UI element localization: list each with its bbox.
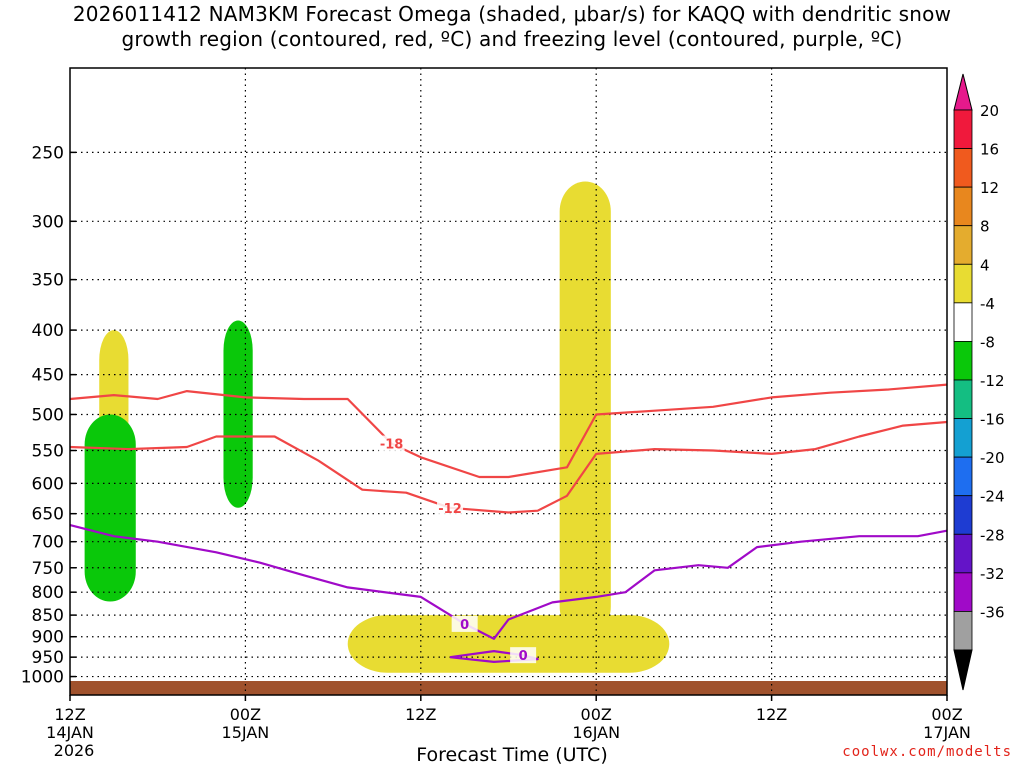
omega-shading-layer — [84, 181, 670, 673]
colorbar-label-3: 8 — [980, 218, 990, 236]
x-tick-label-1-2: 15JAN — [222, 723, 270, 742]
colorbar-swatch-8 — [953, 418, 973, 458]
colorbar-label-8: -16 — [980, 411, 1005, 429]
colorbar-swatch-12 — [953, 572, 973, 612]
x-tick-label-1-1: 00Z — [230, 705, 261, 724]
colorbar-label-5: -4 — [980, 295, 995, 313]
y-tick-label-400: 400 — [32, 321, 64, 341]
plot-frame — [69, 67, 948, 696]
contour-label-bg-0 — [378, 435, 405, 452]
colorbar-label-12: -32 — [980, 565, 1005, 583]
x-tick-label-3-2: 16JAN — [572, 723, 620, 742]
x-tick-label-5-1: 00Z — [931, 705, 962, 724]
chart-title-line-1: 2026011412 NAM3KM Forecast Omega (shaded… — [72, 2, 952, 26]
contour-label-1: -12 — [438, 502, 462, 517]
colorbar-label-4: 4 — [980, 256, 990, 274]
omega-region-descent-mid — [223, 320, 253, 508]
colorbar-label-0: 20 — [980, 102, 999, 120]
x-tick-label-5-2: 17JAN — [923, 723, 971, 742]
y-tick-label-600: 600 — [32, 474, 64, 494]
y-tick-label-650: 650 — [32, 505, 64, 525]
y-tick-label-1000: 1000 — [21, 668, 64, 688]
ground-layer — [70, 681, 947, 695]
y-tick-label-550: 550 — [32, 442, 64, 462]
x-tick-label-3-1: 00Z — [581, 705, 612, 724]
omega-region-ascent-column — [559, 181, 611, 637]
omega-region-descent-left — [84, 414, 136, 602]
y-tick-label-850: 850 — [32, 606, 64, 626]
chart-title: 2026011412 NAM3KM Forecast Omega (shaded… — [0, 2, 1024, 52]
contour-line-0 — [69, 383, 948, 479]
y-tick-label-250: 250 — [32, 143, 64, 163]
contour-label-bg-2 — [451, 615, 478, 632]
x-tick-label-4-1: 12Z — [756, 705, 787, 724]
colorbar-swatch-4 — [953, 263, 973, 304]
colorbar-swatch-1 — [953, 148, 973, 188]
y-tick-label-450: 450 — [32, 366, 64, 386]
y-tick-label-700: 700 — [32, 533, 64, 553]
y-tick-label-950: 950 — [32, 648, 64, 668]
x-axis-title: Forecast Time (UTC) — [416, 744, 608, 766]
colorbar-swatch-13 — [953, 611, 973, 651]
y-tick-label-900: 900 — [32, 628, 64, 648]
ground-strip — [70, 681, 947, 695]
contour-label-bg-3 — [510, 647, 537, 664]
grid-layer — [70, 68, 947, 695]
colorbar-swatch-2 — [953, 186, 973, 227]
contour-label-bg-1 — [437, 499, 464, 516]
contour-label-3: 0 — [519, 649, 528, 664]
credit-link[interactable]: coolwx.com/modelts — [842, 744, 1012, 760]
x-tick-label-0-3: 2026 — [54, 741, 95, 760]
colorbar-swatch-6 — [953, 341, 973, 381]
colorbar-label-9: -20 — [980, 449, 1005, 467]
colorbar-label-6: -8 — [980, 333, 995, 351]
colorbar-swatch-5 — [953, 302, 973, 342]
contour-label-2: 0 — [460, 618, 469, 633]
x-tick-label-0-2: 14JAN — [46, 723, 94, 742]
axis-layer: 2503003504004505005506006507007508008509… — [21, 67, 971, 760]
contour-label-0: -18 — [380, 438, 404, 453]
y-tick-label-300: 300 — [32, 212, 64, 232]
colorbar-swatch-10 — [953, 495, 973, 535]
colorbar-label-10: -24 — [980, 488, 1005, 506]
colorbar: 20 16 12 8 4 -4 -8 -12 -16 -20 -24 -28 -32 -36 — [953, 73, 1005, 691]
colorbar-label-7: -12 — [980, 372, 1005, 390]
colorbar-swatch-3 — [953, 225, 973, 265]
colorbar-swatch-11 — [953, 533, 973, 574]
x-tick-label-0-1: 12Z — [54, 705, 85, 724]
contour-line-2 — [69, 524, 948, 640]
y-tick-label-500: 500 — [32, 405, 64, 425]
y-tick-label-350: 350 — [32, 271, 64, 291]
chart-title-line-2: growth region (contoured, red, ºC) and f… — [121, 27, 903, 51]
colorbar-bottom-arrow — [953, 649, 973, 691]
omega-region-low-level-ascent — [347, 615, 670, 673]
contour-layer: -18 -12 0 0 — [69, 383, 948, 664]
colorbar-label-2: 12 — [980, 179, 999, 197]
y-tick-label-750: 750 — [32, 559, 64, 579]
colorbar-swatch-0 — [953, 109, 973, 149]
colorbar-label-1: 16 — [980, 141, 999, 159]
colorbar-swatch-9 — [953, 456, 973, 497]
colorbar-top-arrow — [953, 73, 973, 111]
colorbar-label-13: -36 — [980, 603, 1005, 621]
x-tick-label-2-1: 12Z — [405, 705, 436, 724]
y-tick-label-800: 800 — [32, 583, 64, 603]
contour-line-1 — [69, 420, 948, 514]
colorbar-label-11: -28 — [980, 526, 1005, 544]
colorbar-swatch-7 — [953, 379, 973, 419]
